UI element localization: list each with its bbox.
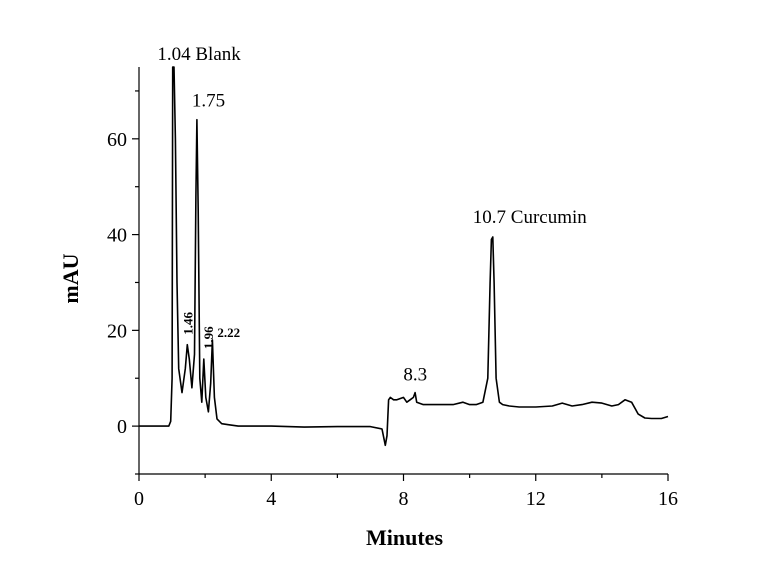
peak-label: 1.75 [192, 91, 225, 112]
y-axis-title: mAU [58, 253, 83, 303]
y-tick-label: 40 [107, 225, 127, 247]
peak-label: 1.96 [201, 326, 216, 349]
x-axis-title: Minutes [366, 525, 443, 550]
x-tick-label: 16 [658, 488, 678, 510]
axes [138, 67, 668, 475]
series-trace-line [139, 66, 669, 447]
x-tick-label: 0 [134, 488, 144, 510]
peak-label: 2.22 [217, 325, 240, 340]
x-axis-ticks: 0 4 8 12 16 [134, 474, 678, 510]
x-tick-label: 8 [399, 488, 409, 510]
x-tick-label: 12 [526, 488, 546, 510]
y-axis-ticks: 0 20 40 60 [107, 90, 139, 475]
peak-label: 1.46 [180, 311, 195, 334]
peak-label: 10.7 Curcumin [473, 207, 587, 228]
peak-label: 8.3 [403, 365, 427, 386]
y-tick-label: 60 [107, 129, 127, 151]
peak-annotations: 1.04 Blank 1.75 1.46 1.96 2.22 8.3 10.7 Curcum… [157, 44, 587, 386]
peak-label: 1.04 Blank [157, 44, 241, 65]
y-tick-label: 20 [107, 320, 127, 342]
x-tick-label: 4 [266, 488, 276, 510]
y-tick-label: 0 [117, 416, 127, 438]
